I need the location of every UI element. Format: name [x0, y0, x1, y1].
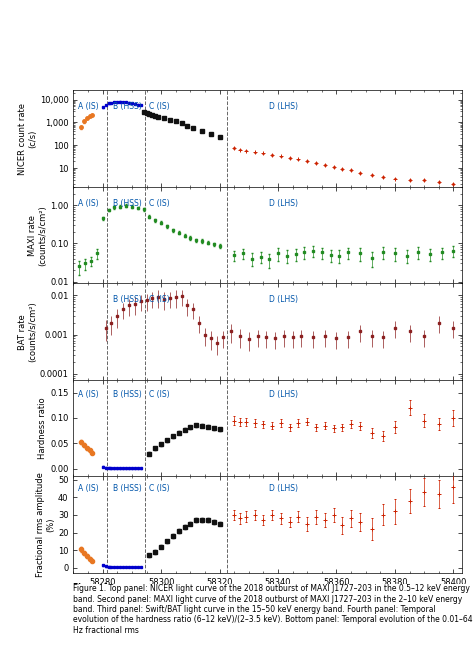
Text: B (HSS): B (HSS): [113, 102, 142, 111]
Text: C (IS): C (IS): [149, 484, 170, 493]
Text: D (LHS): D (LHS): [269, 484, 298, 493]
Text: D (LHS): D (LHS): [269, 102, 298, 111]
Y-axis label: BAT rate
(counts/s/cm²): BAT rate (counts/s/cm²): [18, 302, 37, 362]
Text: C (IS): C (IS): [149, 198, 170, 208]
Text: A (IS): A (IS): [78, 198, 99, 208]
Text: D (LHS): D (LHS): [269, 295, 298, 304]
X-axis label: Time (MJD): Time (MJD): [241, 590, 295, 600]
Y-axis label: Fractional rms amplitude
(%): Fractional rms amplitude (%): [36, 472, 55, 577]
Text: A (IS): A (IS): [78, 389, 99, 399]
Y-axis label: NICER count rate
(c/s): NICER count rate (c/s): [18, 103, 37, 175]
Text: B (HSS): B (HSS): [113, 198, 142, 208]
Text: B (HSS): B (HSS): [113, 295, 142, 304]
Text: D (LHS): D (LHS): [269, 198, 298, 208]
Y-axis label: MAXI rate
(counts/s/cm²): MAXI rate (counts/s/cm²): [28, 205, 47, 265]
Y-axis label: Hardness ratio: Hardness ratio: [38, 397, 47, 459]
Text: Figure 1.: Figure 1.: [73, 583, 115, 592]
Text: C (IS): C (IS): [149, 389, 170, 399]
Text: A (IS): A (IS): [78, 102, 99, 111]
Text: C (IS): C (IS): [149, 102, 170, 111]
Text: A (IS): A (IS): [78, 484, 99, 493]
Text: C (IS): C (IS): [149, 295, 170, 304]
Text: D (LHS): D (LHS): [269, 389, 298, 399]
Text: B (HSS): B (HSS): [113, 389, 142, 399]
Text: Figure 1. Top panel: NICER light curve of the 2018 outburst of MAXI J1727–203 in: Figure 1. Top panel: NICER light curve o…: [73, 584, 473, 635]
Text: B (HSS): B (HSS): [113, 484, 142, 493]
